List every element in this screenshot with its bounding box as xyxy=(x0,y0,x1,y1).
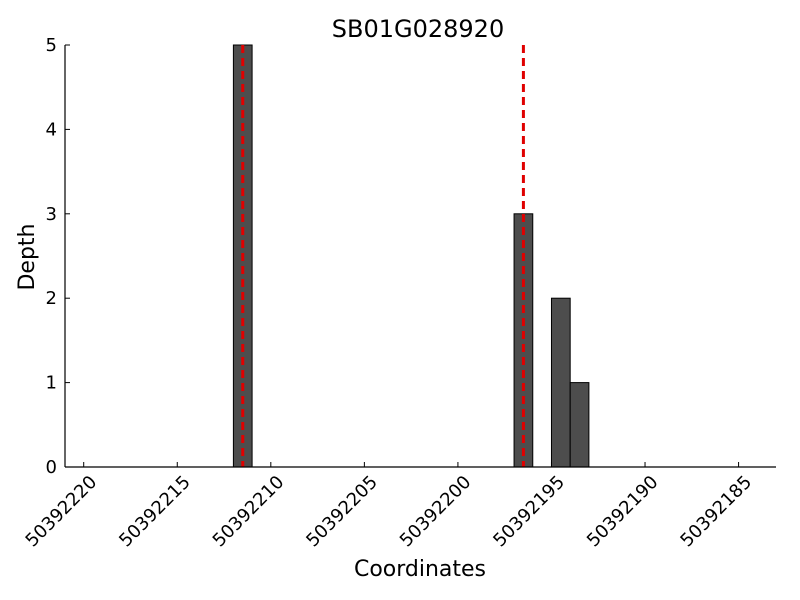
y-axis-label: Depth xyxy=(15,223,40,290)
chart-title: SB01G028920 xyxy=(332,15,504,43)
x-tick-label: 50392215 xyxy=(115,472,195,552)
x-tick-label: 50392220 xyxy=(22,472,102,552)
x-tick-label: 50392210 xyxy=(209,472,289,552)
y-tick-label: 0 xyxy=(46,457,57,478)
bar xyxy=(550,297,571,468)
y-tick-label: 2 xyxy=(46,288,57,309)
x-axis-label: Coordinates xyxy=(354,557,486,582)
y-tick-label: 5 xyxy=(46,35,57,56)
x-tick-label: 50392205 xyxy=(302,472,382,552)
x-tick-label: 50392185 xyxy=(676,472,756,552)
x-tick-label: 50392190 xyxy=(583,472,663,552)
y-tick-label: 3 xyxy=(46,204,57,225)
x-tick-label: 50392200 xyxy=(396,472,476,552)
y-tick-label: 4 xyxy=(46,119,57,140)
x-tick-label: 50392195 xyxy=(489,472,569,552)
bar xyxy=(569,382,590,468)
y-tick-label: 1 xyxy=(46,373,57,394)
